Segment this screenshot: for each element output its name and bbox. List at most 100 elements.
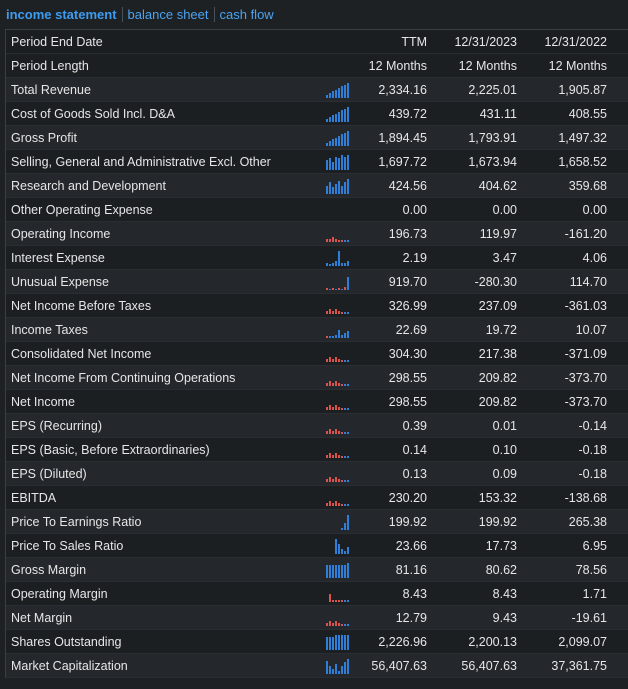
table-row[interactable]: Other Operating Expense 0.00 0.00 0.00 <box>6 198 628 222</box>
row-label: Unusual Expense <box>11 274 109 289</box>
spark-bar <box>341 665 343 674</box>
spark-bar <box>347 359 349 362</box>
table-row[interactable]: Research and Development 424.56 404.62 359.… <box>6 174 628 198</box>
row-value-2022: -361.03 <box>564 298 607 313</box>
spark-bar <box>347 455 349 458</box>
tab-cash-flow[interactable]: cash flow <box>213 6 279 22</box>
tab-income-statement[interactable]: income statement <box>6 6 117 22</box>
table-row[interactable]: Net Margin 12.79 9.43 -19.61 <box>6 606 628 630</box>
row-label: EPS (Basic, Before Extraordinaries) <box>11 442 210 457</box>
row-value-2023: 2,200.13 <box>468 634 517 649</box>
table-row[interactable]: Net Income 298.55 209.82 -373.70 <box>6 390 628 414</box>
bar-sparkline-icon <box>311 106 349 122</box>
row-value-2022: 0.00 <box>582 202 607 217</box>
row-value-2023: 2,225.01 <box>468 82 517 97</box>
header-col-ttm[interactable]: TTM <box>401 34 427 49</box>
row-value-2022: -373.70 <box>564 370 607 385</box>
table-row[interactable]: EPS (Recurring) 0.39 0.01 -0.14 <box>6 414 628 438</box>
spark-bar <box>326 358 328 362</box>
table-row[interactable]: Income Taxes 22.69 19.72 10.07 <box>6 318 628 342</box>
table-row[interactable]: Net Income From Continuing Operations 298… <box>6 366 628 390</box>
row-value-2022: -19.61 <box>571 610 607 625</box>
bar-sparkline-icon <box>311 562 349 578</box>
spark-bar <box>344 286 346 290</box>
table-row[interactable]: Operating Margin 8.43 8.43 1.71 <box>6 582 628 606</box>
row-value-2022: 6.95 <box>582 538 607 553</box>
spark-bar <box>338 157 340 170</box>
table-row[interactable]: Price To Sales Ratio 23.66 17.73 6.95 <box>6 534 628 558</box>
spark-bar <box>347 311 349 314</box>
row-value-ttm: 326.99 <box>388 298 427 313</box>
row-label: Research and Development <box>11 178 166 193</box>
row-value-ttm: 439.72 <box>388 106 427 121</box>
spark-bar <box>338 310 340 314</box>
table-row[interactable]: Interest Expense 2.19 3.47 4.06 <box>6 246 628 270</box>
spark-bar <box>341 455 343 458</box>
bar-sparkline-icon <box>311 370 349 386</box>
row-label: EPS (Recurring) <box>11 418 102 433</box>
spark-bar <box>341 133 343 146</box>
spark-bar <box>338 406 340 410</box>
spark-bar <box>344 181 346 194</box>
table-row[interactable]: EBITDA 230.20 153.32 -138.68 <box>6 486 628 510</box>
table-row[interactable]: Cost of Goods Sold Incl. D&A 439.72 431.11… <box>6 102 628 126</box>
spark-bar <box>338 329 340 338</box>
bar-sparkline-icon <box>311 82 349 98</box>
spark-bar <box>341 431 343 434</box>
table-row[interactable]: Consolidated Net Income 304.30 217.38 -371.… <box>6 342 628 366</box>
row-label: Gross Margin <box>11 562 87 577</box>
spark-bar <box>329 116 331 122</box>
spark-bar <box>341 154 343 170</box>
spark-bar <box>335 308 337 314</box>
spark-bar <box>335 452 337 458</box>
table-row[interactable]: EPS (Diluted) 0.13 0.09 -0.18 <box>6 462 628 486</box>
bar-sparkline-icon <box>311 346 349 362</box>
spark-bar <box>344 407 346 410</box>
row-label: Interest Expense <box>11 250 105 265</box>
spark-bar <box>332 622 334 626</box>
spark-bar <box>335 538 337 554</box>
table-row[interactable]: Operating Income 196.73 119.97 -161.20 <box>6 222 628 246</box>
spark-bar <box>329 157 331 170</box>
spark-bar <box>326 118 328 122</box>
header-col-2023[interactable]: 12/31/2023 <box>454 34 517 49</box>
spark-bar <box>335 634 337 650</box>
table-row[interactable]: Total Revenue 2,334.16 2,225.01 1,905.87 <box>6 78 628 102</box>
table-row[interactable]: Net Income Before Taxes 326.99 237.09 -361.… <box>6 294 628 318</box>
spark-bar <box>344 359 346 362</box>
spark-bar <box>344 455 346 458</box>
spark-bar <box>344 431 346 434</box>
bar-sparkline-icon <box>311 538 349 554</box>
table-row[interactable]: Market Capitalization 56,407.63 56,407.63 3… <box>6 654 628 678</box>
bar-sparkline-icon <box>311 178 349 194</box>
table-row[interactable]: Gross Margin 81.16 80.62 78.56 <box>6 558 628 582</box>
header-col-2022[interactable]: 12/31/2022 <box>544 34 607 49</box>
spark-bar <box>344 522 346 530</box>
spark-bar <box>344 599 346 602</box>
table-row[interactable]: Shares Outstanding 2,226.96 2,200.13 2,099.… <box>6 630 628 654</box>
tab-balance-sheet[interactable]: balance sheet <box>121 6 214 22</box>
spark-bar <box>347 431 349 434</box>
table-row[interactable]: Price To Earnings Ratio 199.92 199.92 265.3… <box>6 510 628 534</box>
row-value-ttm: 230.20 <box>388 490 427 505</box>
table-row[interactable]: Selling, General and Administrative Excl… <box>6 150 628 174</box>
spark-bar <box>326 478 328 482</box>
table-row[interactable]: Unusual Expense 919.70 -280.30 114.70 <box>6 270 628 294</box>
spark-bar <box>326 636 328 650</box>
bar-sparkline-icon <box>311 586 349 602</box>
row-value-ttm: 298.55 <box>388 370 427 385</box>
spark-bar <box>335 137 337 146</box>
row-value-2023: 217.38 <box>478 346 517 361</box>
spark-bar <box>326 238 328 242</box>
row-label: Gross Profit <box>11 130 77 145</box>
spark-bar <box>338 250 340 266</box>
row-value-2023: 0.10 <box>492 442 517 457</box>
bar-sparkline-icon <box>311 442 349 458</box>
spark-bar <box>338 239 340 242</box>
spark-bar <box>347 407 349 410</box>
table-row[interactable]: Gross Profit 1,894.45 1,793.91 1,497.32 <box>6 126 628 150</box>
spark-bar <box>338 543 340 554</box>
spark-bar <box>332 382 334 386</box>
table-row[interactable]: EPS (Basic, Before Extraordinaries) 0.14 0… <box>6 438 628 462</box>
spark-bar <box>335 599 337 602</box>
